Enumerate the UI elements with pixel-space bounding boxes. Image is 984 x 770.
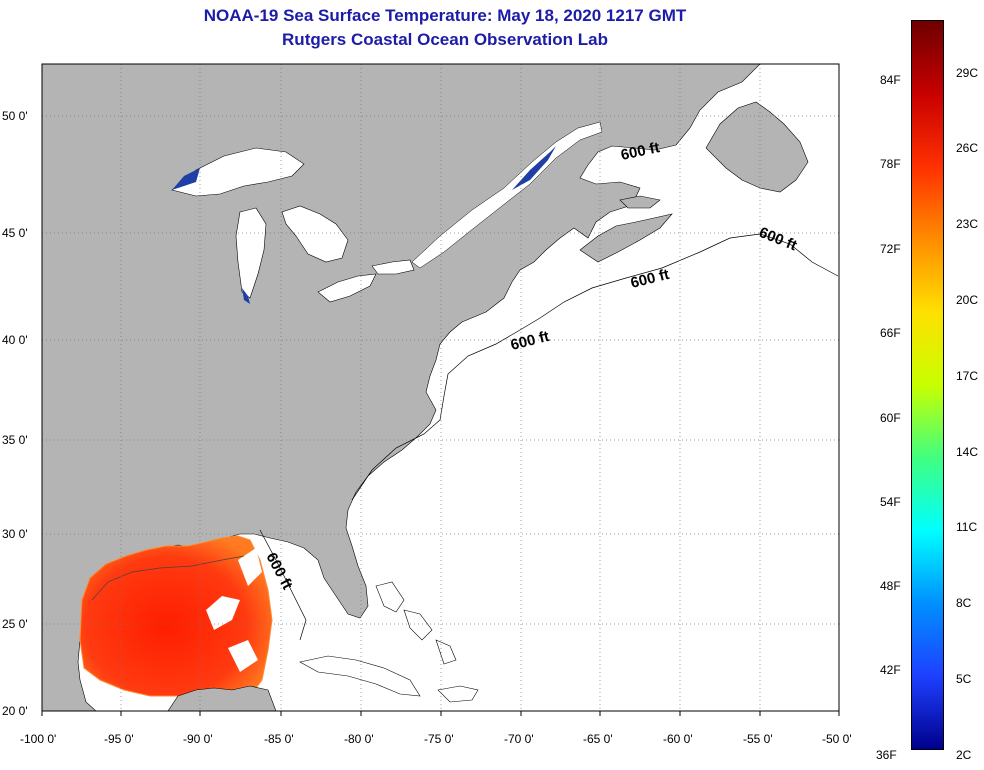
lat-label: 50 0' (2, 109, 28, 123)
colorbar-c-label: 5C (956, 672, 972, 686)
hispaniola (437, 685, 479, 703)
lake-michigan-cold-water (242, 288, 250, 304)
gulf-cloud-gap (238, 548, 262, 586)
lat-label: 40 0' (2, 333, 28, 347)
cuba (299, 655, 421, 697)
colorbar-c-label: 2C (956, 748, 972, 762)
lake-michigan (235, 207, 267, 299)
lon-label: -65 0' (583, 732, 613, 746)
colorbar-f-label: 66F (880, 326, 901, 340)
gulf-cloud-gap (228, 640, 258, 672)
yucatan-land (167, 685, 277, 711)
lake-ontario (371, 259, 415, 275)
colorbar-f-label: 54F (880, 495, 901, 509)
lat-lon-grid (42, 64, 839, 711)
colorbar-f-label: 48F (880, 579, 901, 593)
colorbar-c-label: 14C (956, 445, 979, 459)
colorbar-f-label: 78F (880, 157, 901, 171)
lake-erie (317, 273, 377, 303)
lake-superior (171, 147, 305, 197)
lat-label: 25 0' (2, 617, 28, 631)
st-lawrence-river (411, 121, 603, 269)
600ft-contour-line (259, 233, 839, 641)
lon-label: -100 0' (20, 732, 57, 746)
colorbar-c-label: 29C (956, 66, 979, 80)
temperature-colorbar (911, 20, 944, 750)
lon-label: -95 0' (104, 732, 134, 746)
gulf-of-mexico-sst (79, 535, 273, 701)
map-title: NOAA-19 Sea Surface Temperature: May 18,… (203, 6, 687, 25)
colorbar-f-label: 84F (880, 73, 901, 87)
lon-label: -50 0' (822, 732, 852, 746)
lon-label: -60 0' (663, 732, 693, 746)
lake-superior-cold-water (172, 168, 200, 190)
colorbar-f-label: 42F (880, 663, 901, 677)
lake-huron (281, 205, 349, 263)
gulf-600ft-contour (91, 555, 245, 601)
colorbar-c-label: 26C (956, 141, 979, 155)
colorbar-c-label: 20C (956, 293, 979, 307)
colorbar-c-label: 23C (956, 217, 979, 231)
colorbar-c-label: 11C (956, 520, 978, 534)
gulf-cloud-gap (206, 596, 240, 630)
lon-label: -90 0' (183, 732, 213, 746)
lat-label: 20 0' (2, 704, 28, 718)
prince-edward-island (619, 195, 661, 209)
colorbar-f-label: 60F (880, 411, 901, 425)
map-subtitle: Rutgers Coastal Ocean Observation Lab (282, 30, 608, 49)
st-lawrence-cold-water (512, 146, 556, 190)
lon-label: -55 0' (743, 732, 773, 746)
lat-label: 45 0' (2, 226, 28, 240)
colorbar-f-label: 72F (880, 242, 901, 256)
lon-label: -85 0' (264, 732, 294, 746)
colorbar-f-label: 36F (876, 748, 897, 762)
colorbar-c-label: 8C (956, 596, 972, 610)
axis-ticks (41, 711, 840, 716)
lat-label: 35 0' (2, 433, 28, 447)
lon-label: -75 0' (424, 732, 454, 746)
lat-label: 30 0' (2, 527, 28, 541)
lon-label: -70 0' (504, 732, 534, 746)
newfoundland (705, 101, 809, 193)
colorbar-c-label: 17C (956, 369, 979, 383)
nova-scotia (579, 213, 673, 263)
lon-label: -80 0' (344, 732, 374, 746)
